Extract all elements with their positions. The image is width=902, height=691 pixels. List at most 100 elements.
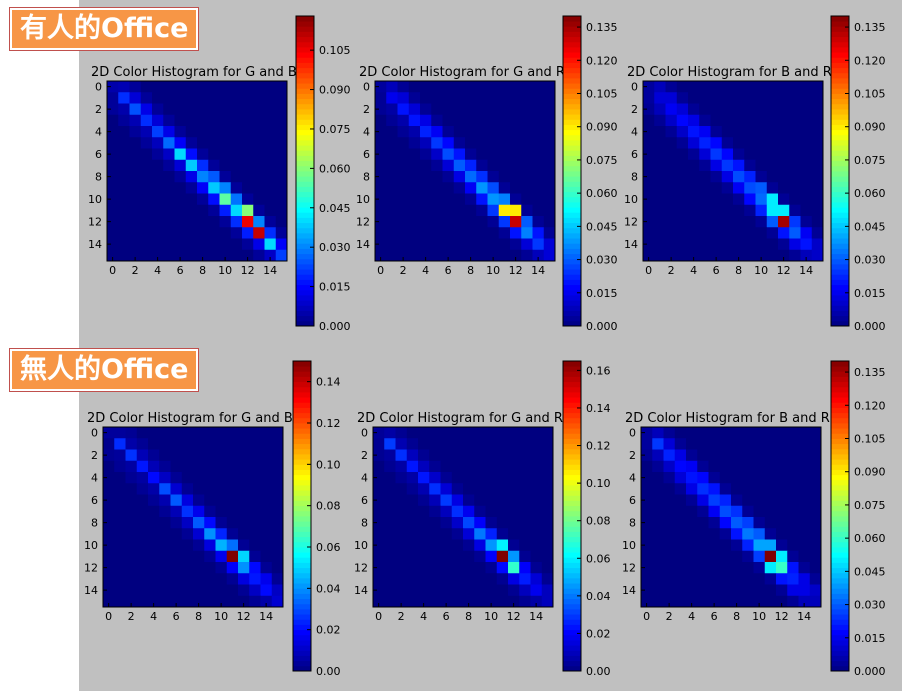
colorbar-segment — [831, 233, 849, 239]
heatmap-cell — [420, 216, 432, 228]
colorbar-segment — [831, 412, 849, 419]
heatmap-cell — [453, 204, 466, 217]
heatmap-cell — [474, 483, 486, 495]
heatmap-cell — [674, 528, 687, 540]
heatmap-cell — [699, 182, 711, 194]
heatmap-cell — [643, 193, 655, 206]
heatmap-cell — [778, 81, 790, 93]
heatmap-cell — [733, 81, 745, 93]
heatmap-cell — [474, 584, 486, 597]
heatmap-cell — [742, 483, 754, 495]
heatmap-cell — [103, 438, 115, 450]
heatmap-cell — [652, 460, 664, 473]
colorbar-segment — [831, 274, 849, 280]
heatmap-cell — [710, 159, 723, 172]
heatmap-cell — [697, 438, 709, 450]
heatmap-cell — [697, 460, 709, 473]
heatmap-cell — [708, 472, 721, 484]
colorbar-segment — [296, 196, 314, 203]
heatmap-cell — [197, 92, 209, 104]
heatmap-cell — [431, 216, 443, 228]
heatmap-cell — [420, 171, 432, 183]
heatmap-cell — [465, 103, 477, 116]
heatmap-cell — [408, 114, 421, 127]
heatmap-cell — [498, 137, 511, 149]
colorbar-segment — [563, 300, 581, 306]
heatmap-cell — [219, 204, 232, 217]
x-tick-label: 14 — [531, 264, 545, 277]
heatmap-cell — [215, 438, 228, 450]
colorbar-segment — [563, 397, 581, 403]
heatmap-cell — [170, 427, 183, 439]
heatmap-cell — [163, 171, 175, 183]
heatmap-cell — [755, 126, 768, 138]
heatmap-cell — [114, 573, 126, 585]
heatmap-cell — [710, 81, 723, 93]
heatmap-cell — [721, 193, 734, 206]
colorbar-segment — [296, 212, 314, 218]
colorbar-segment — [296, 145, 314, 151]
heatmap-cell — [742, 427, 754, 439]
x-tick-label: 14 — [263, 264, 277, 277]
heatmap-cell — [778, 193, 790, 206]
colorbar-segment — [831, 593, 849, 600]
heatmap-cell — [420, 182, 432, 194]
heatmap-cell — [418, 528, 430, 540]
heatmap-cell — [643, 92, 655, 104]
heatmap-cell — [487, 249, 500, 262]
heatmap-cell — [543, 81, 556, 93]
heatmap-cell — [103, 517, 115, 529]
colorbar-segment — [831, 578, 849, 584]
heatmap-cell — [676, 193, 689, 206]
heatmap-cell — [395, 517, 408, 529]
heatmap-cell — [776, 427, 788, 439]
heatmap-cell — [197, 238, 209, 251]
heatmap-cell — [733, 171, 745, 183]
heatmap-cell — [543, 249, 556, 262]
heatmap-cell — [798, 472, 811, 484]
heatmap-cell — [140, 171, 153, 183]
x-tick-label: 6 — [443, 610, 450, 623]
y-tick-label: 2 — [629, 449, 636, 462]
heatmap-cell — [663, 472, 676, 484]
heatmap-cell — [476, 92, 488, 104]
heatmap-cell — [181, 483, 194, 495]
colorbar-segment — [563, 238, 581, 244]
heatmap-cell — [181, 528, 194, 540]
heatmap-cell — [152, 227, 164, 239]
heatmap-cell — [798, 505, 811, 518]
colorbar-segment — [831, 52, 849, 58]
heatmap-cell — [275, 92, 288, 104]
colorbar-tick-label: 0.030 — [854, 599, 886, 612]
y-tick-label: 4 — [91, 472, 98, 485]
heatmap-cell — [721, 238, 734, 251]
heatmap-cell — [249, 449, 261, 462]
colorbar-segment — [563, 572, 581, 579]
heatmap-cell — [708, 438, 721, 450]
heatmap-cell — [688, 103, 700, 116]
colorbar-segment — [831, 93, 849, 100]
heatmap-cell — [641, 427, 653, 439]
colorbar-segment — [563, 243, 581, 249]
heatmap-cell — [226, 539, 239, 552]
x-tick-label: 10 — [752, 610, 766, 623]
heatmap-cell — [521, 103, 533, 116]
y-tick-label: 2 — [95, 103, 102, 116]
heatmap-cell — [641, 505, 653, 518]
heatmap-cell — [453, 182, 466, 194]
heatmap-cell — [766, 238, 779, 251]
y-tick-label: 10 — [622, 539, 636, 552]
heatmap-cell — [140, 238, 153, 251]
heatmap-cell — [384, 449, 396, 462]
heatmap-cell — [384, 595, 396, 608]
heatmap-cell — [766, 137, 779, 149]
heatmap-cell — [800, 126, 813, 138]
heatmap-cell — [219, 216, 232, 228]
heatmap-cell — [386, 171, 398, 183]
colorbar-segment — [563, 176, 581, 182]
heatmap-cell — [766, 182, 779, 194]
heatmap-cell — [643, 81, 655, 93]
heatmap-cell — [474, 460, 486, 473]
heatmap-cell — [487, 159, 500, 172]
colorbar-segment — [563, 269, 581, 275]
